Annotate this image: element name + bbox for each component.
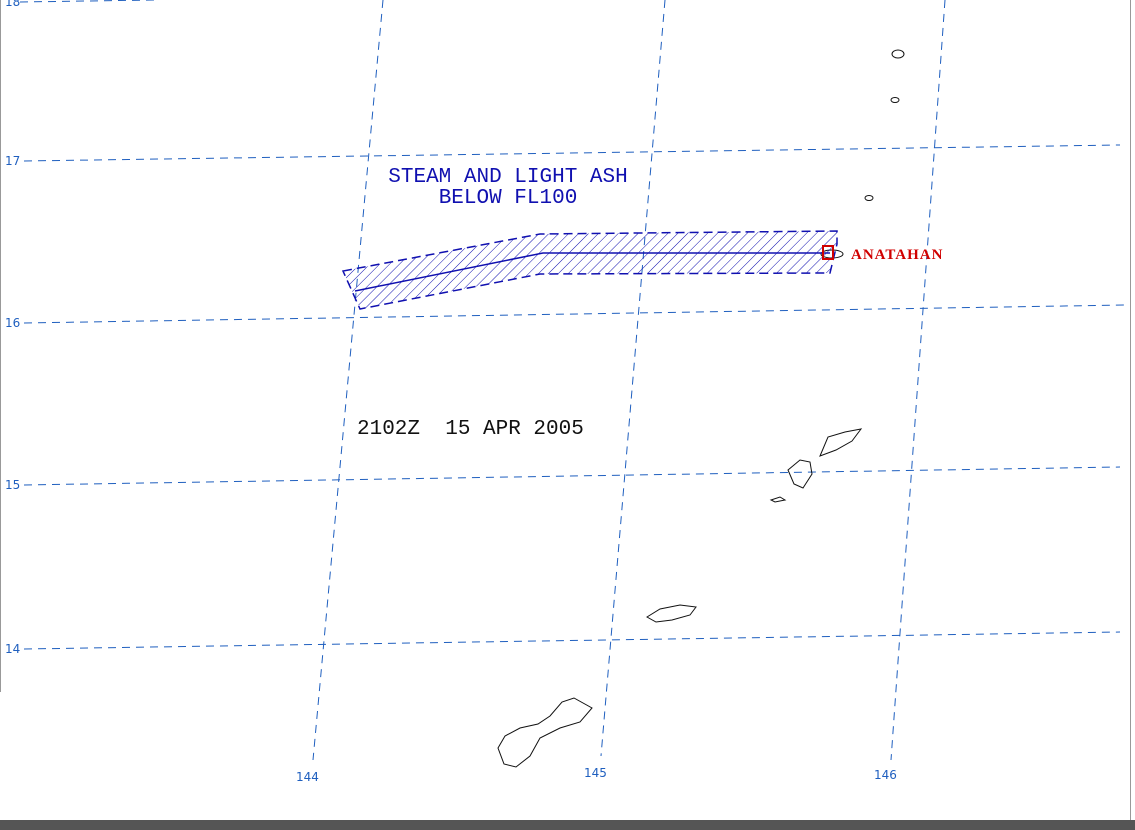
lat-label: 15 bbox=[5, 478, 20, 492]
lon-line bbox=[600, 0, 666, 757]
island bbox=[787, 459, 813, 489]
lat-label: 14 bbox=[5, 642, 20, 656]
frame-bottom bbox=[0, 820, 1135, 830]
timestamp: 2102Z 15 APR 2005 bbox=[357, 418, 584, 441]
lat-line bbox=[23, 144, 1121, 162]
lat-line bbox=[23, 304, 1126, 324]
lon-line bbox=[890, 0, 946, 761]
lat-line bbox=[19, 0, 156, 3]
plume-axis bbox=[354, 252, 830, 292]
lat-label: 16 bbox=[5, 316, 20, 330]
advisory-line: BELOW FL100 bbox=[439, 187, 578, 210]
graticule bbox=[19, 0, 1126, 761]
volcano-marker bbox=[822, 245, 834, 260]
lat-label: 18 bbox=[5, 0, 20, 9]
ash-area bbox=[341, 230, 838, 310]
island bbox=[864, 195, 874, 201]
island bbox=[891, 49, 905, 59]
lon-labels: 144 145 146 bbox=[296, 766, 897, 784]
lon-label: 144 bbox=[296, 770, 319, 784]
island bbox=[890, 97, 900, 103]
island bbox=[497, 697, 593, 768]
lat-line bbox=[23, 631, 1121, 650]
lon-line bbox=[312, 0, 384, 761]
lat-line bbox=[23, 466, 1121, 486]
island bbox=[769, 496, 787, 503]
volcano-label: ANATAHAN bbox=[851, 247, 943, 263]
lat-labels: 18 17 16 15 14 bbox=[5, 0, 20, 656]
advisory-line: STEAM AND LIGHT ASH bbox=[388, 166, 627, 189]
island bbox=[646, 604, 697, 623]
lon-label: 146 bbox=[874, 768, 897, 782]
lon-label: 145 bbox=[584, 766, 607, 780]
island bbox=[819, 428, 863, 457]
lat-label: 17 bbox=[5, 154, 20, 168]
